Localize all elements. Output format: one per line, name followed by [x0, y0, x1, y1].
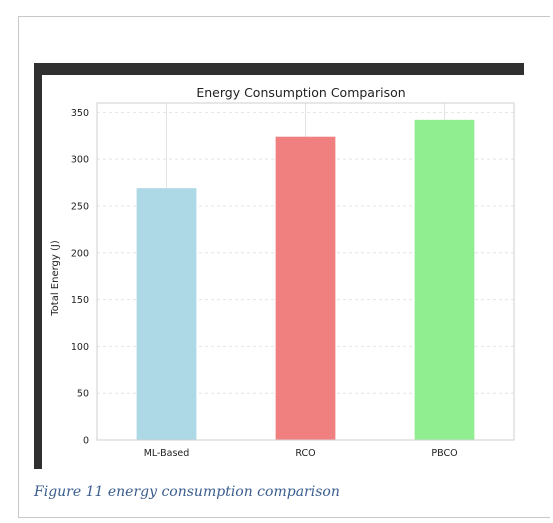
x-tick-label: PBCO [431, 448, 457, 459]
bars [136, 119, 475, 440]
y-axis-ticks: 0 50 100 150 200 250 300 350 [71, 108, 89, 447]
bar-pbco [414, 119, 475, 440]
y-tick-label: 250 [71, 201, 89, 212]
y-tick-label: 200 [71, 248, 89, 259]
bar-chart: 0 50 100 150 200 250 300 350 ML-Based RCO PBCO En… [34, 63, 524, 469]
bar-rco [275, 136, 336, 440]
figure-caption: Figure 11 energy consumption comparison [34, 484, 340, 500]
x-tick-label: RCO [295, 448, 315, 459]
y-tick-label: 350 [71, 108, 89, 119]
plot-area-border [96, 102, 515, 441]
y-tick-label: 150 [71, 295, 89, 306]
bar-ml-based [136, 188, 197, 440]
y-axis-label: Total Energy (J) [50, 240, 61, 317]
y-tick-label: 0 [83, 436, 89, 447]
y-tick-label: 50 [77, 389, 89, 400]
x-tick-label: ML-Based [144, 448, 190, 459]
y-tick-label: 300 [71, 155, 89, 166]
y-tick-label: 100 [71, 342, 89, 353]
x-axis-ticks: ML-Based RCO PBCO [144, 448, 458, 459]
chart-title: Energy Consumption Comparison [196, 85, 405, 100]
chart-screenshot: 0 50 100 150 200 250 300 350 ML-Based RCO PBCO En… [34, 63, 524, 469]
